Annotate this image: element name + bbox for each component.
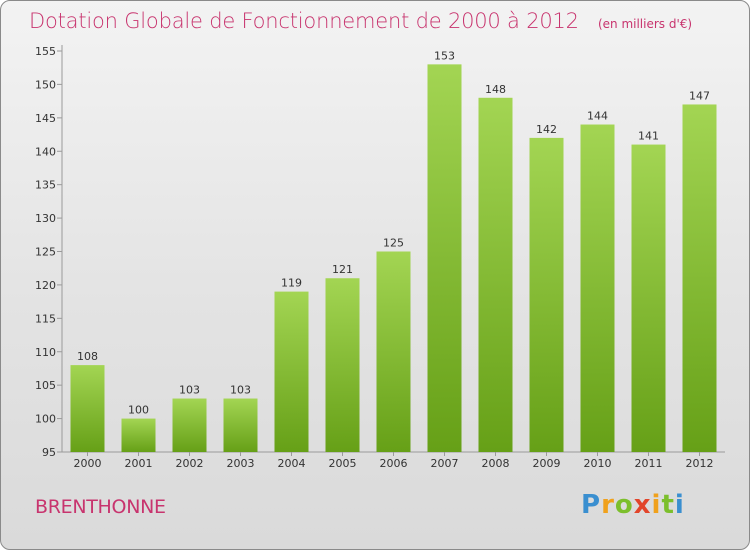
x-tick-label: 2009 (533, 457, 561, 470)
bar-value-label: 119 (281, 277, 302, 290)
chart-title: Dotation Globale de Fonctionnement de 20… (29, 9, 579, 33)
y-tick-label: 140 (35, 145, 56, 158)
bar (631, 144, 666, 453)
x-tick-label: 2010 (584, 457, 612, 470)
bar (529, 137, 564, 452)
bar (682, 104, 717, 452)
bar-value-label: 144 (587, 110, 608, 123)
bar-value-label: 141 (638, 130, 659, 143)
y-tick-label: 130 (35, 212, 56, 225)
x-tick-label: 2000 (74, 457, 102, 470)
x-tick-label: 2002 (176, 457, 204, 470)
y-tick-label: 100 (35, 413, 56, 426)
y-tick-label: 120 (35, 279, 56, 292)
bar-value-label: 153 (434, 49, 455, 62)
bar (580, 124, 615, 453)
bar (223, 398, 258, 452)
x-tick-label: 2008 (482, 457, 510, 470)
bar-value-label: 103 (230, 384, 251, 397)
bar-value-label: 103 (179, 384, 200, 397)
x-tick-label: 2011 (635, 457, 663, 470)
x-tick-label: 2001 (125, 457, 153, 470)
y-tick-label: 115 (35, 312, 56, 325)
bar (274, 291, 309, 452)
commune-name: BRENTHONNE (35, 496, 166, 518)
x-tick-label: 2012 (686, 457, 714, 470)
title-row: Dotation Globale de Fonctionnement de 20… (29, 9, 692, 33)
bar (478, 97, 513, 453)
bar-value-label: 142 (536, 123, 557, 136)
y-tick-label: 135 (35, 179, 56, 192)
bar (427, 64, 462, 452)
y-tick-label: 95 (42, 446, 56, 459)
bar (121, 418, 156, 452)
x-tick-label: 2006 (380, 457, 408, 470)
bar (172, 398, 207, 452)
y-tick-label: 150 (35, 78, 56, 91)
y-tick-label: 110 (35, 346, 56, 359)
bar (376, 251, 411, 452)
proxiti-logo: Proxiti (581, 490, 685, 520)
y-tick-label: 125 (35, 246, 56, 259)
x-tick-label: 2007 (431, 457, 459, 470)
bar-value-label: 108 (77, 350, 98, 363)
bar-value-label: 125 (383, 237, 404, 250)
x-tick-label: 2004 (278, 457, 306, 470)
bar-value-label: 147 (689, 89, 710, 102)
bar-value-label: 148 (485, 83, 506, 96)
x-tick-label: 2005 (329, 457, 357, 470)
x-tick-label: 2003 (227, 457, 255, 470)
y-tick-label: 105 (35, 379, 56, 392)
bar (325, 278, 360, 452)
y-tick-label: 145 (35, 112, 56, 125)
bar-value-label: 121 (332, 263, 353, 276)
y-tick-label: 155 (35, 45, 56, 58)
bar-value-label: 100 (128, 404, 149, 417)
bar (70, 365, 105, 452)
chart-unit: (en milliers d'€) (597, 17, 693, 31)
